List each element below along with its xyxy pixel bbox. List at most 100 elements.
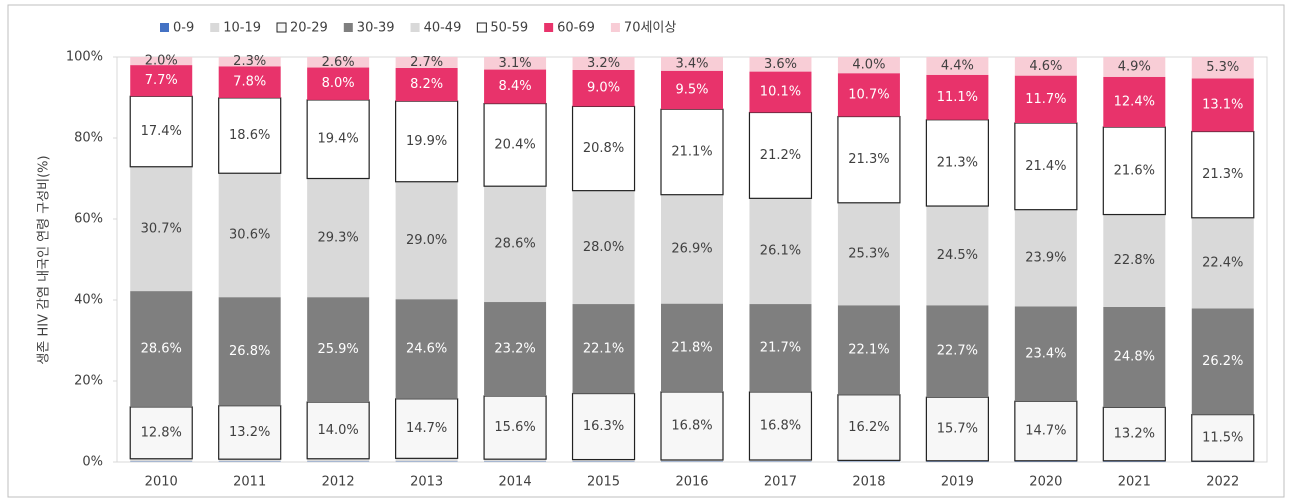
data-label: 26.2%: [1202, 354, 1243, 369]
data-label: 26.8%: [229, 344, 270, 359]
data-label: 10.7%: [848, 87, 889, 102]
x-tick-label: 2015: [587, 475, 620, 490]
data-label: 28.0%: [583, 240, 624, 255]
data-label: 11.1%: [937, 90, 978, 105]
legend-label: 0-9: [173, 21, 194, 36]
bar-segment: [484, 459, 547, 462]
bar-segment: [307, 67, 370, 100]
data-label: 30.6%: [229, 228, 270, 243]
bar-segment: [1191, 130, 1255, 219]
bar-segment: [926, 206, 989, 306]
bar-segment: [218, 66, 281, 98]
x-tick-label: 2019: [941, 475, 974, 490]
legend-swatch: [476, 22, 487, 33]
bar-segment: [749, 71, 812, 113]
bar-segment: [660, 391, 724, 461]
bar-segment: [749, 198, 812, 305]
data-label: 8.2%: [410, 77, 443, 92]
bar-segment: [395, 57, 458, 68]
data-label: 7.8%: [233, 75, 266, 90]
bar-segment: [1103, 57, 1166, 77]
x-tick-label: 2014: [499, 475, 532, 490]
bar-segment: [483, 102, 547, 187]
bar-segment: [395, 181, 458, 300]
legend-swatch: [210, 23, 220, 32]
bar-segment: [395, 299, 458, 399]
data-label: 4.6%: [1029, 59, 1062, 74]
data-label: 29.3%: [317, 230, 358, 245]
bar-segment: [1103, 306, 1166, 408]
data-label: 16.2%: [848, 420, 889, 435]
x-tick-label: 2020: [1029, 475, 1062, 490]
legend-swatch: [410, 23, 420, 32]
data-label: 22.1%: [848, 343, 889, 358]
bar-segment: [306, 401, 370, 460]
data-label: 21.3%: [1202, 167, 1243, 182]
data-label: 24.5%: [937, 248, 978, 263]
bar-segment: [572, 190, 635, 305]
bar-segment: [307, 178, 370, 298]
legend-label: 50-59: [490, 21, 528, 36]
data-label: 13.1%: [1202, 97, 1243, 112]
bar-segment: [837, 115, 901, 204]
bar-segment: [1014, 306, 1077, 402]
data-label: 22.8%: [1114, 253, 1155, 268]
data-label: 2.7%: [410, 55, 443, 70]
data-label: 16.8%: [760, 418, 801, 433]
data-label: 12.4%: [1114, 94, 1155, 109]
chart-frame: [7, 4, 1285, 498]
data-label: 16.3%: [583, 419, 624, 434]
bar-segment: [572, 459, 635, 462]
bar-segment: [572, 304, 635, 394]
data-label: 21.7%: [760, 340, 801, 355]
data-label: 3.2%: [587, 56, 620, 71]
legend-label: 30-39: [357, 21, 395, 36]
y-axis-label: 생존 HIV 감염 내국인 연령 구성비(%): [37, 155, 52, 364]
data-label: 22.4%: [1202, 256, 1243, 271]
data-label: 17.4%: [141, 124, 182, 139]
bar-segment: [395, 67, 458, 102]
y-tick-label: 100%: [66, 50, 103, 65]
bar-segment: [130, 166, 193, 292]
data-label: 13.2%: [229, 425, 270, 440]
bar-segment: [571, 105, 636, 192]
bar-segment: [218, 57, 281, 67]
x-tick-label: 2018: [852, 475, 885, 490]
bar-segment: [837, 202, 900, 306]
bar-segment: [1191, 217, 1254, 309]
bar-segment: [1103, 76, 1166, 128]
data-label: 19.9%: [406, 134, 447, 149]
bar-segment: [1014, 75, 1077, 124]
legend-label: 40-49: [424, 21, 462, 36]
data-label: 10.1%: [760, 85, 801, 100]
bar-segment: [837, 394, 901, 461]
data-label: 4.0%: [852, 58, 885, 73]
data-label: 26.1%: [760, 244, 801, 259]
bar-segment: [395, 398, 459, 459]
bar-segment: [483, 395, 547, 460]
x-tick-label: 2011: [233, 475, 266, 490]
data-label: 4.9%: [1118, 59, 1151, 74]
legend-label: 20-29: [290, 21, 328, 36]
bar-segment: [129, 406, 193, 460]
bar-segment: [218, 459, 281, 462]
legend-label: 10-19: [223, 21, 261, 36]
data-label: 21.8%: [671, 340, 712, 355]
y-tick-label: 80%: [74, 131, 103, 146]
legend-label: 70세이상: [624, 21, 676, 36]
data-label: 20.4%: [494, 137, 535, 152]
bar-segment: [1014, 57, 1077, 76]
bar-segment: [572, 69, 635, 107]
bar-segment: [661, 194, 723, 304]
bar-segment: [926, 305, 989, 398]
data-label: 18.6%: [229, 128, 270, 143]
data-label: 24.8%: [1114, 350, 1155, 365]
bar-segment: [307, 57, 370, 68]
bar-segment: [661, 57, 723, 71]
data-label: 23.9%: [1025, 251, 1066, 266]
bar-segment: [1191, 414, 1255, 462]
bar-segment: [130, 57, 193, 66]
bar-segment: [130, 291, 193, 407]
bar-segment: [837, 73, 900, 117]
data-label: 2.0%: [145, 54, 178, 69]
